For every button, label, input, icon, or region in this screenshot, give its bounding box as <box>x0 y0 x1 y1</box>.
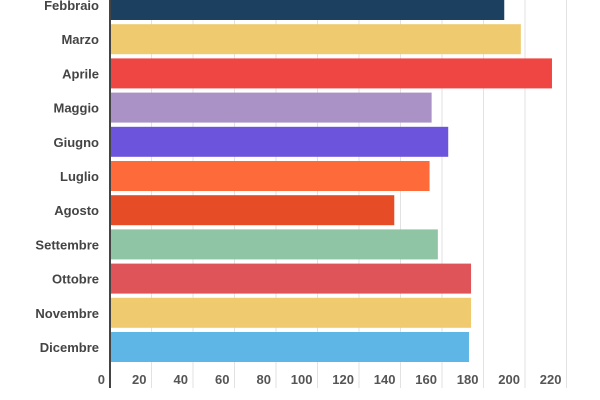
x-tick-label: 20 <box>132 372 146 387</box>
category-label: Giugno <box>54 135 100 150</box>
category-label: Luglio <box>60 169 99 184</box>
bar-novembre <box>110 297 472 328</box>
x-tick-label: 80 <box>257 372 271 387</box>
category-label: Ottobre <box>52 272 99 287</box>
category-label: Aprile <box>62 66 99 81</box>
x-tick-label: 60 <box>215 372 229 387</box>
x-tick-label: 200 <box>498 372 520 387</box>
category-label: Agosto <box>54 203 99 218</box>
x-tick-label: 220 <box>540 372 562 387</box>
bar-febbraio <box>110 0 505 20</box>
bar-giugno <box>110 126 449 157</box>
category-label: Dicembre <box>40 340 99 355</box>
x-tick-label: 180 <box>457 372 479 387</box>
x-tick-label: 40 <box>174 372 188 387</box>
bar-agosto <box>110 195 395 226</box>
bar-marzo <box>110 24 521 55</box>
x-tick-label: 0 <box>98 372 105 387</box>
category-label: Novembre <box>35 306 99 321</box>
bar-luglio <box>110 161 430 191</box>
bar-ottobre <box>110 263 472 294</box>
bar-dicembre <box>110 332 469 362</box>
x-tick-label: 140 <box>374 372 396 387</box>
category-label: Settembre <box>35 237 99 252</box>
category-label: Febbraio <box>44 0 99 13</box>
x-tick-label: 160 <box>415 372 437 387</box>
category-label: Maggio <box>54 101 100 116</box>
bar-settembre <box>110 229 438 260</box>
category-label: Marzo <box>61 32 99 47</box>
x-tick-label: 100 <box>291 372 313 387</box>
bar-aprile <box>110 58 552 89</box>
bar-maggio <box>110 92 432 123</box>
x-tick-label: 120 <box>332 372 354 387</box>
